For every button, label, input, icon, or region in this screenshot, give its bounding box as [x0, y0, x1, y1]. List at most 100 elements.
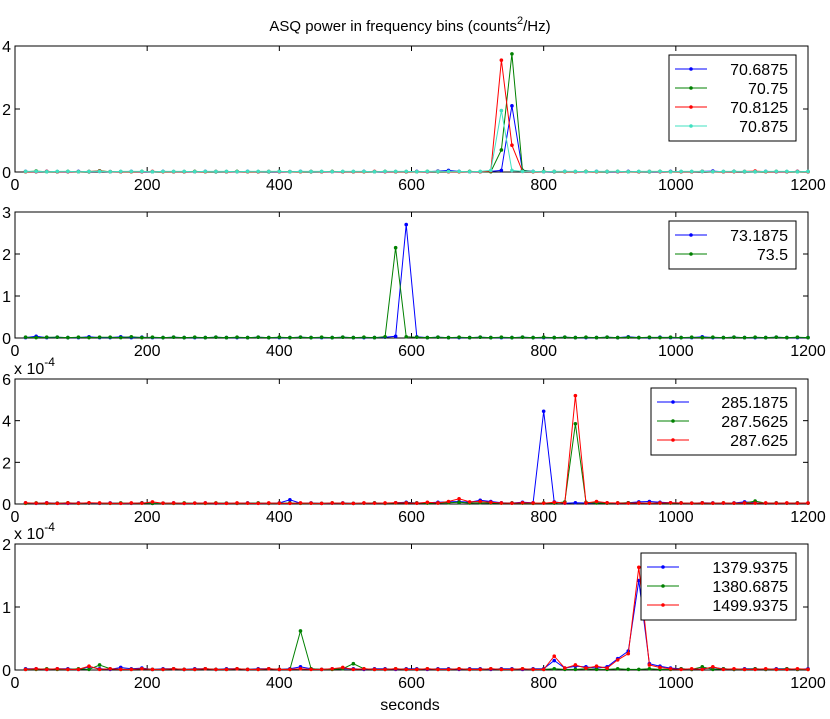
data-point [721, 667, 726, 672]
data-point [499, 667, 504, 672]
x-tick-label: 1000 [658, 675, 694, 692]
data-point [23, 335, 28, 339]
legend: 1379.9375 1380.6875 1499.9375 [640, 552, 797, 621]
x-tick-label: 1000 [658, 509, 694, 526]
x-tick-label: 1200 [790, 177, 826, 194]
data-point [615, 666, 620, 671]
data-point [753, 667, 757, 672]
data-point [467, 500, 472, 504]
data-point [97, 335, 102, 339]
data-point [658, 335, 662, 340]
data-point [594, 664, 599, 669]
legend-marker [661, 584, 665, 588]
data-point [277, 667, 282, 672]
data-point [97, 663, 102, 667]
data-point [605, 335, 609, 339]
data-point [647, 169, 652, 174]
data-point [478, 667, 483, 672]
data-point [753, 335, 757, 339]
data-point [510, 104, 514, 108]
data-point [87, 500, 91, 505]
x-tick-label: 600 [398, 343, 425, 360]
data-point [584, 501, 588, 505]
data-point [626, 335, 631, 339]
data-point [446, 335, 451, 340]
series-1499.9375 [23, 565, 810, 672]
x-tick-label: 600 [398, 675, 425, 692]
legend: 285.1875 287.5625 287.625 [650, 387, 797, 456]
data-point [436, 501, 440, 505]
data-point [224, 501, 229, 506]
data-point [795, 169, 800, 174]
data-point [182, 169, 186, 174]
data-point [679, 501, 683, 505]
legend-marker [661, 565, 665, 569]
legend: 70.6875 70.75 70.8125 70.875 [668, 54, 797, 142]
data-point [446, 169, 451, 174]
data-point [605, 500, 609, 505]
data-point [637, 667, 641, 672]
data-point [414, 667, 419, 672]
data-point [245, 501, 250, 505]
data-point [214, 667, 218, 672]
data-point [753, 169, 757, 174]
data-point [414, 335, 419, 339]
data-point [362, 169, 366, 174]
data-point [721, 335, 726, 340]
data-point [489, 666, 493, 671]
data-point [626, 651, 631, 656]
data-point [626, 501, 631, 505]
data-point [362, 501, 366, 505]
data-point [393, 666, 398, 671]
data-point [245, 169, 250, 174]
data-point [224, 335, 229, 340]
data-point [446, 499, 451, 504]
data-point [774, 335, 779, 339]
data-point [732, 335, 736, 339]
y-tick-label: 3 [2, 205, 11, 222]
data-point [256, 169, 260, 174]
data-point [298, 629, 303, 633]
data-point [573, 421, 578, 426]
data-point [806, 335, 810, 340]
data-point [393, 245, 398, 250]
legend-label: 73.5 [757, 247, 788, 264]
data-point [118, 169, 123, 174]
x-tick-label: 800 [530, 177, 557, 194]
data-point [647, 335, 652, 339]
data-point [150, 667, 155, 672]
data-point [489, 168, 493, 173]
y-tick-label: 0 [2, 663, 11, 680]
data-point [330, 666, 335, 671]
legend-label: 1379.9375 [712, 560, 788, 577]
data-point [150, 169, 155, 174]
data-point [330, 169, 335, 174]
data-point [679, 667, 683, 672]
data-point [161, 169, 165, 174]
x-tick-label: 200 [134, 177, 161, 194]
data-point [55, 335, 60, 339]
data-point [436, 169, 440, 174]
data-point [467, 335, 472, 340]
x-tick-label: 800 [530, 675, 557, 692]
data-point [192, 169, 197, 174]
data-point [76, 501, 81, 505]
data-point [499, 108, 504, 113]
data-point [584, 169, 588, 174]
data-point [457, 496, 461, 501]
data-point [806, 501, 810, 505]
data-point [298, 501, 303, 505]
data-point [573, 169, 578, 174]
data-point [668, 169, 673, 174]
x-tick-label: 1000 [658, 343, 694, 360]
data-point [711, 335, 715, 339]
data-point [594, 667, 599, 672]
data-point [774, 501, 779, 505]
data-point [637, 335, 641, 340]
data-point [753, 501, 757, 505]
x-tick-label: 600 [398, 177, 425, 194]
data-point [256, 501, 260, 506]
data-point [66, 667, 70, 672]
data-point [383, 334, 387, 339]
